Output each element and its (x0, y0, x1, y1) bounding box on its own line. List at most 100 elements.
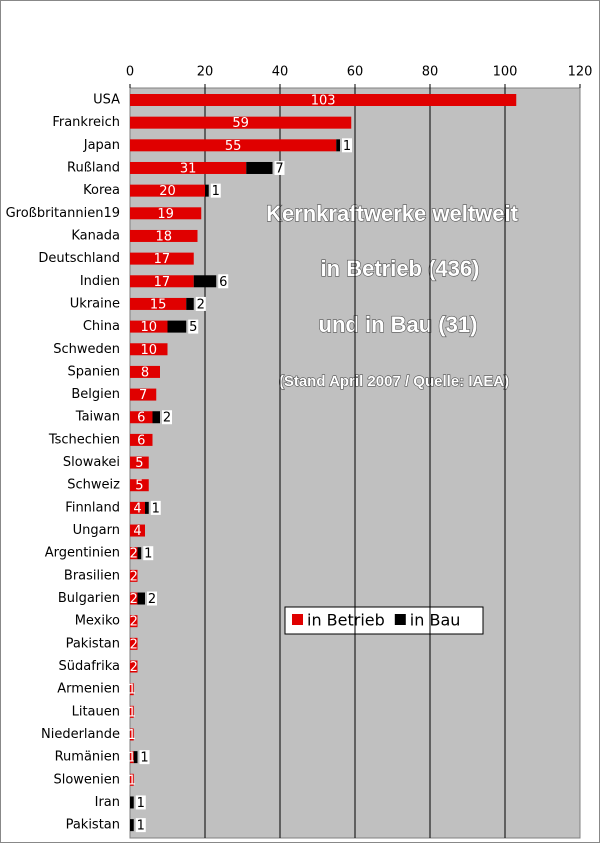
y-tick-label: China (83, 319, 120, 334)
y-tick-label: Japan (83, 138, 120, 153)
bar (130, 773, 134, 786)
y-tick-label: Südafrika (58, 659, 120, 674)
bar (130, 252, 194, 265)
bar (130, 139, 337, 152)
data-label: 1 (128, 773, 136, 788)
bar (130, 365, 160, 378)
bar (130, 275, 194, 288)
data-label: 1 (152, 501, 160, 516)
data-label: 19 (157, 207, 174, 222)
data-label: 15 (150, 297, 167, 312)
y-tick-label: Taiwan (75, 410, 120, 425)
data-label: 103 (311, 94, 336, 109)
bar (152, 411, 160, 424)
y-tick-label: Bulgarien (58, 591, 120, 606)
bar (130, 683, 134, 696)
data-label: 31 (180, 161, 197, 176)
y-tick-label: Schweden (53, 342, 120, 357)
data-label-box (135, 818, 146, 833)
data-label: 6 (137, 433, 145, 448)
annotation: in Betrieb (436) (321, 256, 480, 281)
data-label: 17 (154, 275, 171, 290)
data-label: 1 (212, 184, 220, 199)
legend: in Betrieb in Bau (284, 606, 484, 635)
bar (193, 275, 217, 288)
legend-swatch (394, 614, 406, 625)
data-label: 1 (144, 547, 152, 562)
bar (205, 184, 209, 197)
y-tick-label: Indien (80, 274, 120, 289)
data-label: 1 (128, 728, 136, 743)
annotation: Kernkraftwerke weltweit (266, 201, 519, 226)
y-tick-label: Deutschland (38, 251, 120, 266)
data-label: 20 (159, 184, 176, 199)
y-tick-label: Ukraine (70, 296, 120, 311)
y-tick-label: Armenien (57, 682, 120, 697)
x-tick-label: 120 (568, 65, 593, 80)
bar (130, 728, 134, 741)
data-label: 2 (148, 592, 156, 607)
y-tick-label: Großbritannien19 (6, 206, 120, 221)
data-label: 2 (130, 637, 138, 652)
bar (130, 751, 134, 764)
data-label: 1 (343, 139, 351, 154)
bar (186, 297, 194, 310)
data-label: 4 (133, 524, 141, 539)
bar (130, 615, 138, 628)
y-tick-label: Mexiko (75, 614, 120, 629)
annotation: (Stand April 2007 / Quelle: IAEA) (279, 373, 509, 390)
y-tick-label: Schweiz (67, 478, 120, 493)
y-tick-label: Rumänien (55, 750, 120, 765)
data-label: 2 (197, 297, 205, 312)
data-label-box (188, 319, 199, 334)
bar (130, 161, 247, 174)
data-label-box (195, 296, 206, 311)
x-tick-label: 60 (347, 65, 364, 80)
y-tick-label: Pakistan (66, 636, 120, 651)
annotation: und in Bau (31) (319, 312, 478, 337)
data-label: 6 (137, 411, 145, 426)
bar (130, 116, 352, 129)
y-tick-label: Brasilien (64, 568, 120, 583)
bar (130, 796, 134, 809)
data-label: 8 (141, 365, 149, 380)
y-tick-label: Kanada (71, 228, 120, 243)
legend-label: in Bau (410, 611, 461, 630)
data-label-box (143, 546, 154, 561)
legend-label: in Betrieb (307, 611, 385, 630)
data-label: 1 (128, 705, 136, 720)
bar (130, 637, 138, 650)
legend-swatch (292, 614, 303, 625)
y-tick-label: Rußland (67, 160, 120, 175)
bar (130, 547, 138, 560)
y-tick-label: Pakistan (66, 818, 120, 833)
bar (130, 388, 157, 401)
bar (130, 569, 138, 582)
bar (130, 479, 149, 492)
data-label: 4 (133, 501, 141, 516)
x-tick-label: 0 (126, 65, 134, 80)
data-label: 6 (219, 275, 227, 290)
bar (130, 320, 168, 333)
y-tick-label: USA (93, 93, 120, 108)
data-label: 1 (128, 683, 136, 698)
data-label: 2 (130, 547, 138, 562)
y-tick-label: Litauen (72, 704, 120, 719)
bar (137, 547, 142, 560)
bar (130, 433, 153, 446)
data-label-box (274, 160, 285, 175)
bar (130, 207, 202, 220)
data-label: 5 (135, 456, 143, 471)
data-label: 1 (137, 796, 145, 811)
data-label-box (147, 591, 157, 606)
bar (130, 456, 149, 469)
bar (130, 184, 205, 197)
bar (130, 592, 138, 605)
y-tick-label: Iran (95, 795, 120, 810)
data-label-box (150, 500, 161, 515)
data-label: 10 (140, 320, 157, 335)
data-label-box (210, 183, 221, 198)
bar (130, 819, 134, 832)
bar (130, 297, 187, 310)
